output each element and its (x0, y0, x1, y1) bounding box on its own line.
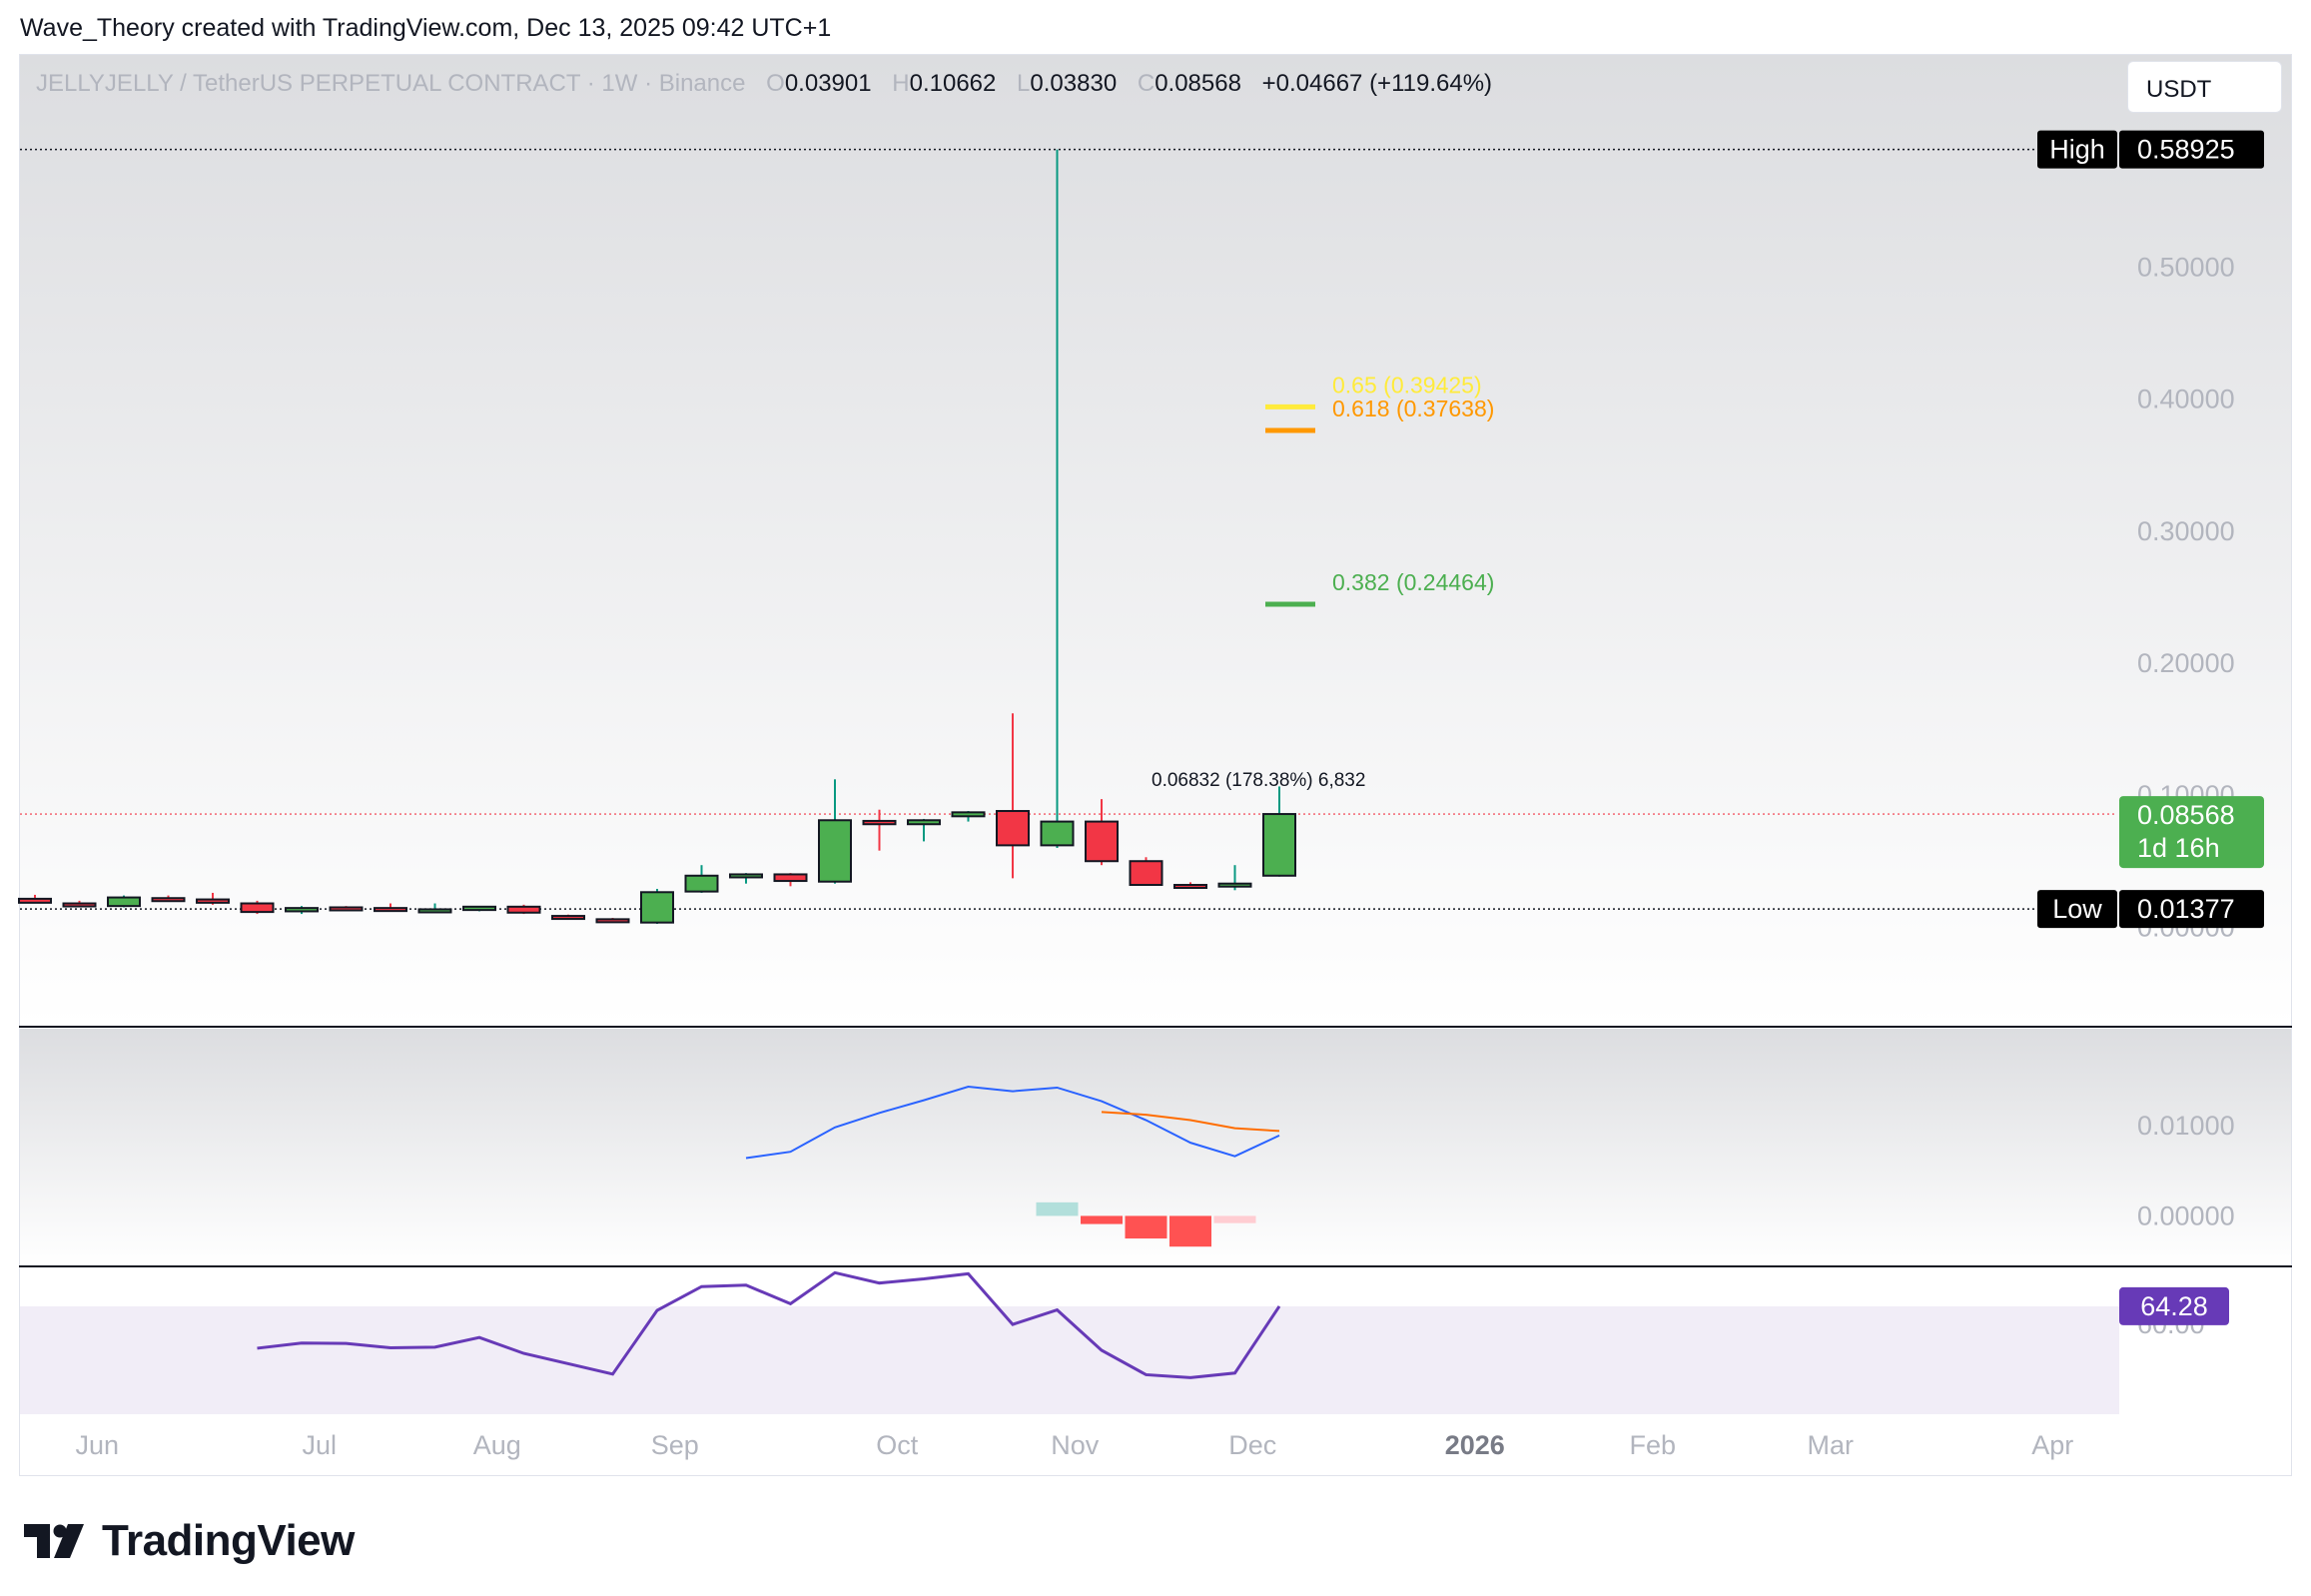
candle-body (862, 819, 897, 826)
fib-level-label: 0.65 (0.39425) (1332, 372, 1482, 398)
currency-selector[interactable]: USDT (2127, 61, 2282, 113)
candle-body (684, 874, 719, 893)
tradingview-wordmark: TradingView (102, 1516, 355, 1565)
rsi-line (257, 1270, 1281, 1379)
close-label: C (1137, 70, 1156, 97)
candle-body (329, 906, 364, 912)
fib-levels: 0.65 (0.39425)0.618 (0.37638) 0.382 (0.24… (1152, 372, 1494, 791)
low-tag (2037, 890, 2117, 929)
tradingview-logo[interactable]: TradingView (24, 1516, 355, 1566)
candle-body (818, 819, 852, 883)
chart-frame[interactable] (19, 54, 2292, 1476)
macd-tick-label: 0.01000 (2137, 1111, 2235, 1141)
time-axis-label: Aug (473, 1430, 521, 1460)
candle-body (1217, 882, 1252, 888)
candle-body (462, 905, 496, 912)
macd-histogram-bar (1169, 1215, 1211, 1247)
symbol-name: JELLYJELLY / TetherUS PERPETUAL CONTRACT… (36, 70, 746, 97)
price-tick-label: 0.20000 (2137, 648, 2235, 678)
candle-body (1262, 813, 1296, 877)
close-value: 0.08568 (1155, 70, 1241, 97)
candle-body (107, 896, 141, 908)
currency-label: USDT (2146, 76, 2212, 103)
macd-line (745, 1086, 1280, 1160)
macd-histogram-bar (1081, 1215, 1123, 1224)
candle-body (1085, 820, 1119, 863)
low-value: 0.01377 (2137, 894, 2235, 924)
fib-level-label: 0.618 (0.37638) (1332, 396, 1494, 421)
candle-body (951, 811, 986, 818)
time-axis-label: Jun (76, 1430, 120, 1460)
macd-indicator (745, 1086, 1280, 1247)
candle-body (1040, 820, 1075, 847)
symbol-info: JELLYJELLY / TetherUS PERPETUAL CONTRACT… (36, 70, 1492, 98)
candles (18, 149, 1296, 925)
candle-body (196, 898, 230, 904)
fib-level-label: 0.382 (0.24464) (1332, 569, 1494, 595)
candle-body (374, 907, 407, 913)
time-axis-label: Oct (876, 1430, 919, 1460)
candle-body (996, 810, 1030, 847)
low-value: 0.03830 (1030, 70, 1118, 97)
low-value-tag (2119, 890, 2264, 929)
macd-tick-label: 0.00000 (2137, 1200, 2235, 1230)
candle-body (18, 897, 52, 904)
rsi-band (20, 1306, 2119, 1414)
high-tag (2037, 130, 2117, 169)
rsi-value-badge (2119, 1286, 2229, 1325)
time-axis-label: Jul (303, 1430, 338, 1460)
price-tick-label: 0.40000 (2137, 385, 2235, 414)
last-price-value: 0.08568 (2137, 800, 2235, 830)
price-tick-label: 0.50000 (2137, 253, 2235, 283)
tradingview-logo-icon (24, 1524, 84, 1558)
candle-body (151, 897, 186, 903)
macd-histogram-bar (1213, 1215, 1256, 1223)
high-low-lines (20, 148, 2117, 910)
rsi-value-label: 64.28 (2140, 1291, 2208, 1321)
time-axis: Jun Jul Aug Sep Oct Nov Dec 2026 Feb Mar Apr (76, 1430, 2074, 1460)
candle-body (640, 891, 674, 924)
candle-body (551, 915, 585, 921)
macd-axis: 0.01000 0.00000 (2137, 1111, 2235, 1230)
high-tag-label: High (2049, 135, 2105, 165)
candle-body (729, 873, 763, 879)
high-value: 0.10662 (909, 70, 997, 97)
high-value: 0.58925 (2137, 135, 2235, 165)
time-axis-label: Apr (2031, 1430, 2073, 1460)
candle-body (773, 873, 808, 883)
candle-body (506, 905, 541, 914)
last-price-countdown: 1d 16h (2137, 833, 2220, 863)
time-axis-label: Dec (1228, 1430, 1276, 1460)
time-axis-label: Mar (1808, 1430, 1855, 1460)
change-value: +0.04667 (+119.64%) (1261, 70, 1493, 97)
time-axis-label: 2026 (1445, 1430, 1505, 1460)
measure-label: 0.06832 (178.38%) 6,832 (1152, 770, 1365, 791)
high-label: H (892, 70, 910, 97)
time-axis-label: Sep (651, 1430, 699, 1460)
macd-histogram-bar (1125, 1215, 1167, 1239)
open-value: 0.03901 (784, 70, 872, 97)
open-label: O (766, 70, 785, 97)
macd-histogram-bar (1036, 1201, 1079, 1216)
high-value-tag (2119, 130, 2264, 169)
time-axis-label: Nov (1051, 1430, 1100, 1460)
last-price-tag (2119, 796, 2264, 869)
attribution-text: Wave_Theory created with TradingView.com… (20, 14, 832, 42)
candle-body (240, 902, 275, 914)
candle-body (907, 819, 941, 826)
price-tick-label: 0.30000 (2137, 516, 2235, 546)
candle-body (1173, 884, 1207, 890)
candle-body (285, 907, 319, 913)
rsi-indicator: 60.0064.28 (257, 1270, 2229, 1379)
low-label: L (1017, 70, 1031, 97)
candle-body (62, 902, 97, 908)
low-tag-label: Low (2052, 894, 2102, 924)
candle-body (1129, 860, 1163, 887)
signal-line (1101, 1111, 1280, 1133)
candle-body (417, 908, 452, 914)
time-axis-label: Feb (1630, 1430, 1677, 1460)
candle-body (595, 918, 630, 924)
